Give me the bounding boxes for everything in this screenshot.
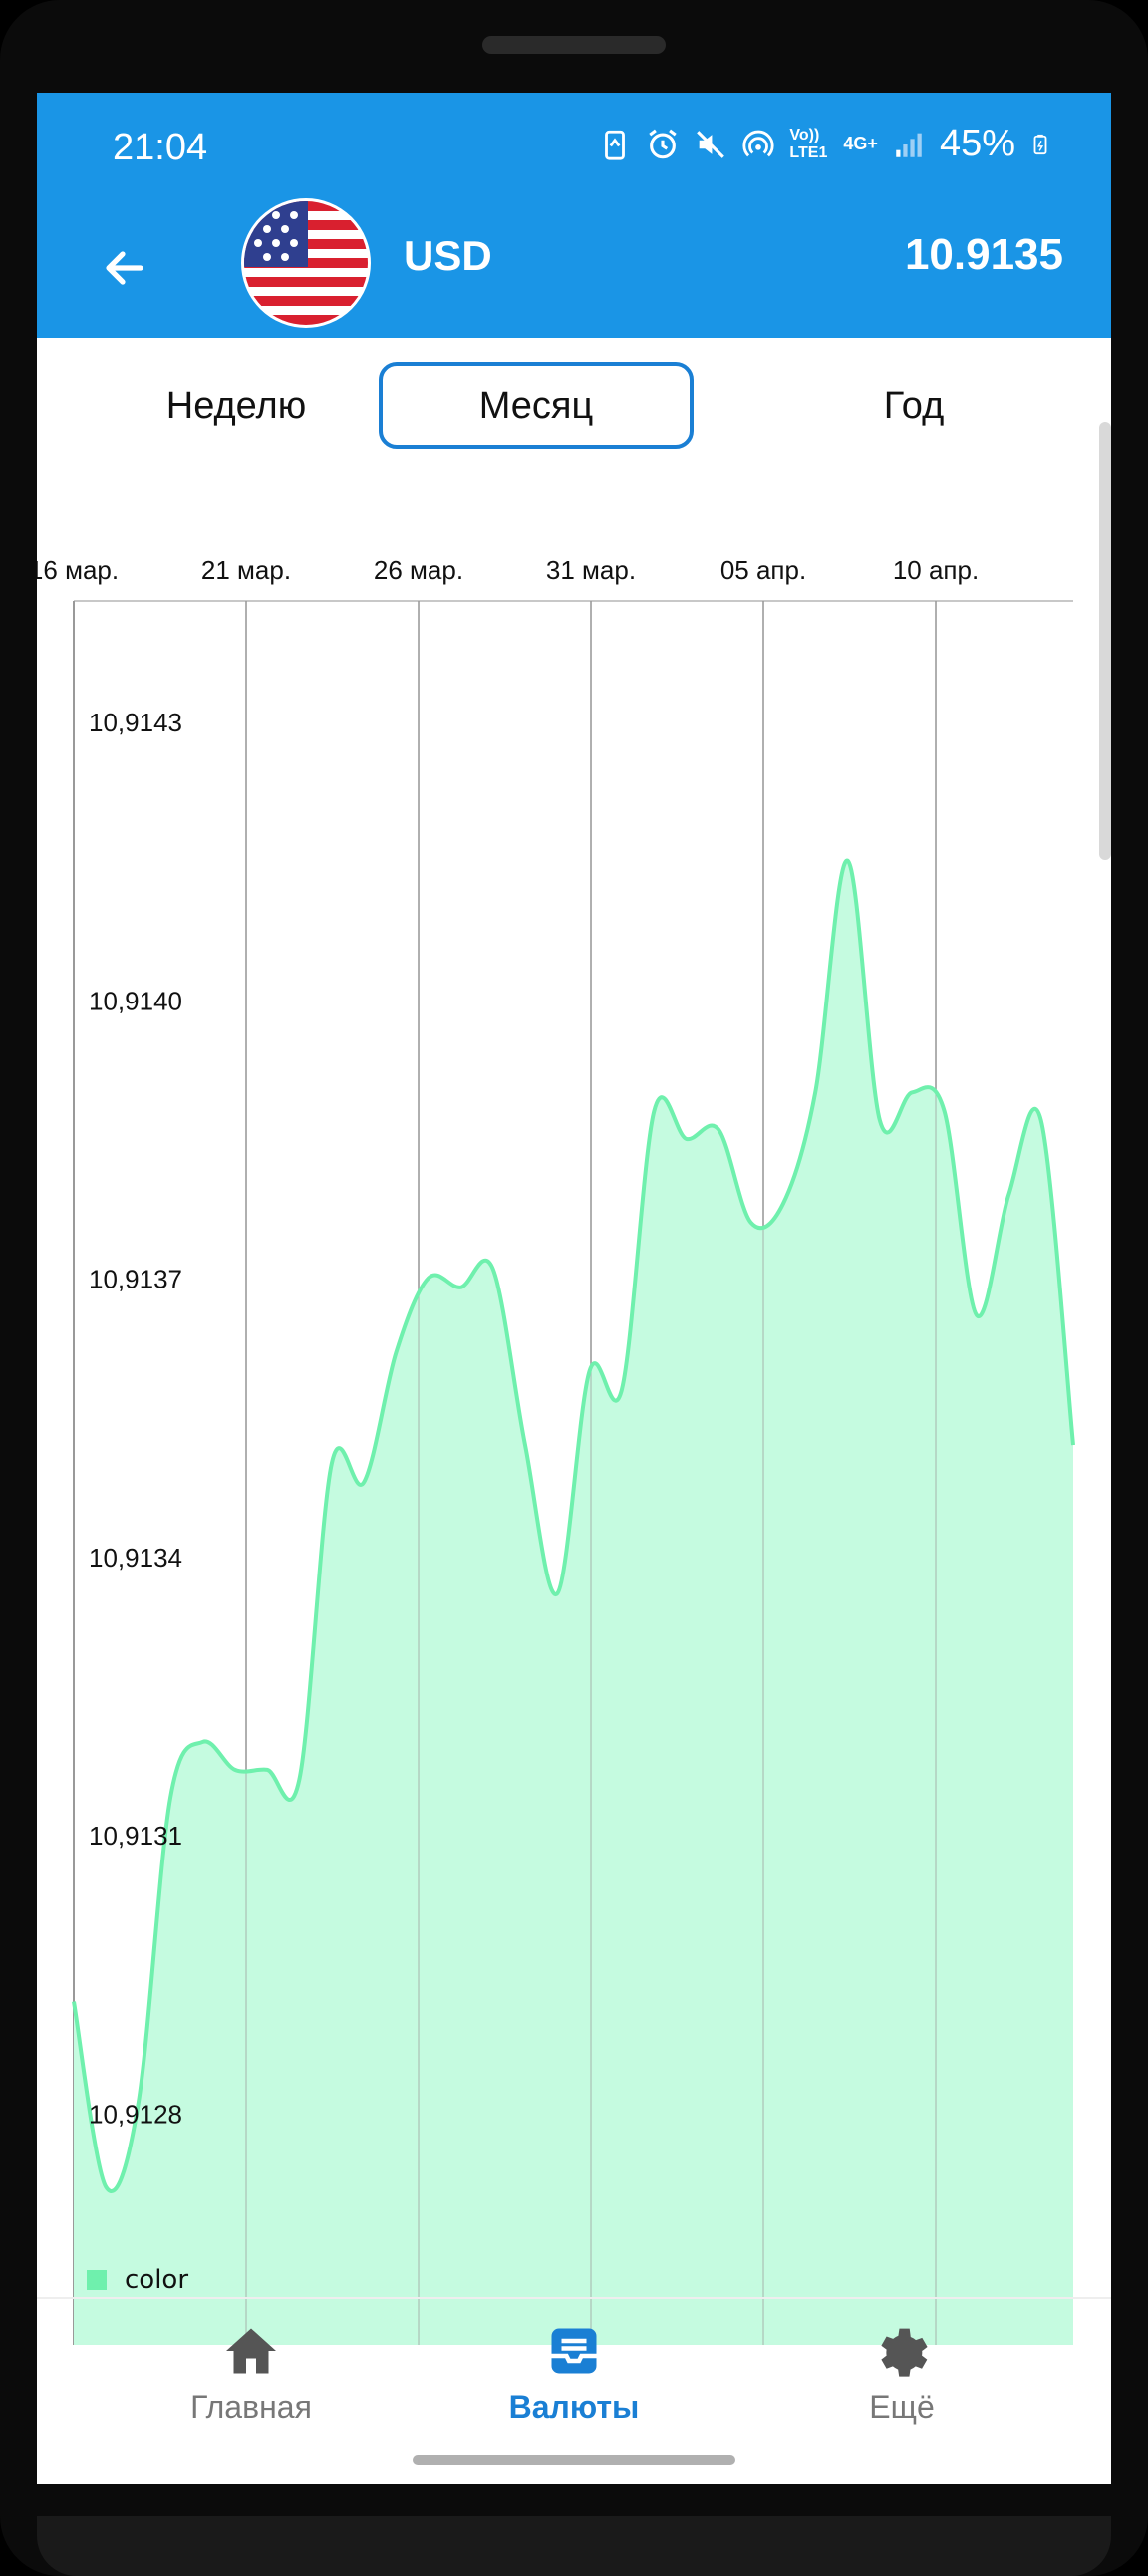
- divider: [37, 2297, 1111, 2299]
- currency-rate: 10.9135: [904, 230, 1063, 279]
- home-indicator[interactable]: [413, 2455, 735, 2465]
- network-label: 4G+: [843, 134, 878, 153]
- lte-label: Vo)) LTE1: [789, 126, 828, 161]
- y-tick-label: 10,9131: [89, 1821, 182, 1851]
- scrollbar[interactable]: [1099, 422, 1111, 860]
- y-tick-label: 10,9134: [89, 1543, 182, 1573]
- gear-icon: [881, 2328, 928, 2377]
- series-area: [74, 860, 1073, 2345]
- x-tick-label: 16 мар.: [37, 555, 119, 585]
- y-tick-label: 10,9128: [89, 2099, 182, 2129]
- app-bar: 21:04 Vo)) LTE1 4G+ 45%: [37, 93, 1111, 338]
- legend-label: color: [125, 2265, 189, 2295]
- nav-more-label: Ещё: [869, 2389, 935, 2425]
- x-tick-label: 05 апр.: [720, 555, 806, 585]
- tab-month[interactable]: Месяц: [379, 362, 694, 449]
- status-icons: Vo)) LTE1 4G+ 45%: [598, 123, 1051, 165]
- y-tick-label: 10,9140: [89, 986, 182, 1015]
- rate-chart: 16 мар. 21 мар. 26 мар. 31 мар. 05 апр. 10 ап…: [37, 555, 1075, 2345]
- battery-saver-icon: [605, 130, 626, 160]
- nav-currencies-label: Валюты: [508, 2389, 640, 2425]
- series-line: [72, 858, 1075, 2194]
- status-time: 21:04: [113, 127, 208, 168]
- phone-bottom-bezel: [37, 2516, 1111, 2576]
- screen: 21:04 Vo)) LTE1 4G+ 45%: [37, 93, 1111, 2484]
- tab-week[interactable]: Неделю: [165, 384, 307, 427]
- nav-home-label: Главная: [190, 2389, 312, 2425]
- home-icon: [226, 2328, 276, 2374]
- chart-legend: color: [87, 2265, 188, 2295]
- battery-percent: 45%: [939, 123, 1015, 164]
- tab-year[interactable]: Год: [883, 384, 945, 427]
- currencies-icon: [551, 2328, 597, 2374]
- currency-code: USD: [404, 232, 492, 279]
- nav-home[interactable]: Главная: [102, 2321, 401, 2426]
- x-tick-label: 21 мар.: [201, 555, 291, 585]
- battery-icon: [1033, 134, 1047, 154]
- x-tick-label: 10 апр.: [893, 555, 979, 585]
- alarm-icon: [649, 129, 678, 158]
- back-button[interactable]: [85, 228, 164, 308]
- y-tick-label: 10,9143: [89, 708, 182, 737]
- legend-swatch: [87, 2270, 107, 2290]
- mute-icon: [697, 130, 725, 158]
- bottom-navigation: Главная Валюты Ещё: [37, 2299, 1111, 2484]
- nav-currencies[interactable]: Валюты: [425, 2321, 723, 2426]
- nav-more[interactable]: Ещё: [752, 2321, 1051, 2426]
- signal-icon: [896, 133, 922, 157]
- x-tick-label: 26 мар.: [374, 555, 463, 585]
- x-tick-label: 31 мар.: [546, 555, 636, 585]
- us-flag-icon: [241, 198, 371, 328]
- earpiece-speaker: [482, 36, 666, 54]
- y-tick-label: 10,9137: [89, 1265, 182, 1294]
- arrow-left-icon: [106, 251, 144, 285]
- hotspot-icon: [742, 130, 774, 156]
- period-tabs: Неделю Месяц Год: [37, 338, 1111, 457]
